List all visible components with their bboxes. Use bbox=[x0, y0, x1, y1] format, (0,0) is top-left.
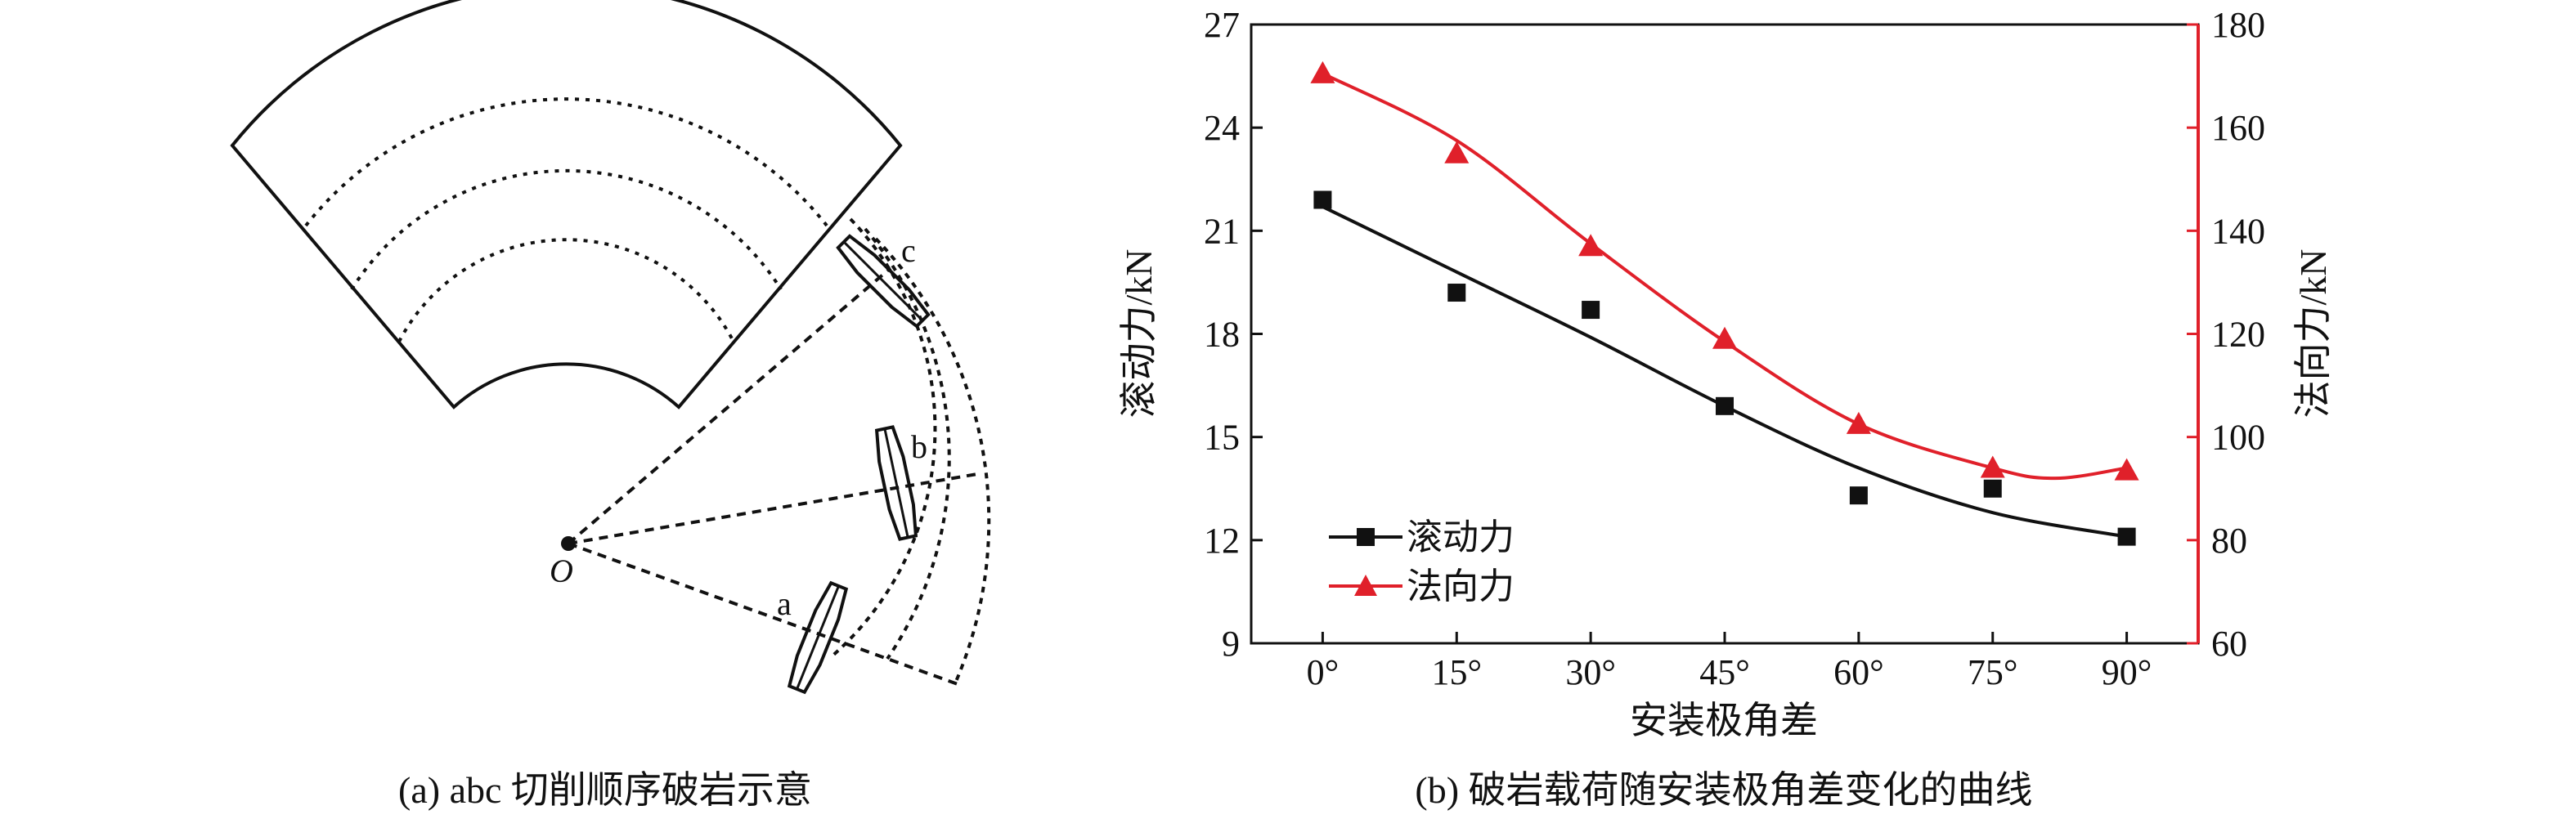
data-point-square bbox=[1849, 486, 1868, 505]
data-point-triangle bbox=[1310, 60, 1335, 83]
x-tick-label: 0° bbox=[1307, 652, 1340, 692]
disc-cutter-c bbox=[836, 234, 931, 329]
data-point-triangle bbox=[2114, 458, 2139, 481]
legend: 滚动力 法向力 bbox=[1329, 517, 1515, 606]
series-layer bbox=[1310, 60, 2139, 546]
right-tick-label: 140 bbox=[2211, 211, 2265, 251]
sector-outline bbox=[230, 0, 903, 410]
legend-label-normal: 法向力 bbox=[1407, 566, 1515, 606]
right-axis-ticks: 60 80 100 120 140 160 180 bbox=[2187, 5, 2265, 664]
data-point-square bbox=[1983, 479, 2002, 498]
series-normal-force bbox=[1310, 60, 2139, 481]
left-tick-label: 9 bbox=[1222, 624, 1240, 664]
disc-cutter-a bbox=[787, 580, 849, 695]
panel-b-caption: (b) 破岩载荷随安装极角差变化的曲线 bbox=[1415, 769, 2032, 811]
data-point-triangle bbox=[1846, 411, 1871, 434]
cutting-track-b bbox=[864, 227, 951, 660]
data-point-square bbox=[1716, 396, 1734, 415]
right-tick-label: 120 bbox=[2211, 315, 2265, 355]
center-point bbox=[561, 536, 576, 551]
center-label: O bbox=[550, 553, 573, 589]
panel-b-chart: 9 12 15 18 21 24 27 60 80 100 120 140 160 180 0° 15° 3… bbox=[1118, 5, 2334, 741]
x-tick-label: 60° bbox=[1833, 652, 1884, 692]
x-axis-label: 安装极角差 bbox=[1630, 700, 1818, 741]
x-tick-label: 45° bbox=[1699, 652, 1750, 692]
x-tick-label: 30° bbox=[1565, 652, 1616, 692]
data-point-triangle bbox=[1712, 326, 1737, 349]
ray-to-c bbox=[567, 266, 892, 545]
legend-label-rolling: 滚动力 bbox=[1407, 517, 1515, 557]
left-tick-label: 12 bbox=[1204, 521, 1240, 561]
x-axis-ticks: 0° 15° 30° 45° 60° 75° 90° bbox=[1307, 632, 2152, 692]
series-rolling-force bbox=[1313, 190, 2136, 546]
data-point-square bbox=[1313, 190, 1332, 209]
right-tick-label: 60 bbox=[2211, 624, 2247, 664]
right-tick-label: 80 bbox=[2211, 521, 2247, 561]
left-tick-label: 21 bbox=[1204, 211, 1240, 251]
legend-marker-normal bbox=[1354, 575, 1377, 596]
x-tick-label: 75° bbox=[1968, 652, 2018, 692]
sector-arc-3 bbox=[397, 238, 735, 342]
series-fit-line bbox=[1322, 72, 2127, 481]
legend-marker-rolling bbox=[1357, 528, 1375, 546]
data-point-square bbox=[1447, 284, 1466, 302]
right-axis-label: 法向力/kN bbox=[2292, 249, 2334, 418]
x-tick-label: 15° bbox=[1431, 652, 1482, 692]
cutter-label-c: c bbox=[901, 232, 916, 269]
left-tick-label: 15 bbox=[1204, 418, 1240, 458]
data-point-triangle bbox=[1578, 234, 1604, 257]
left-tick-label: 18 bbox=[1204, 315, 1240, 355]
left-tick-label: 27 bbox=[1204, 5, 1240, 45]
x-tick-label: 90° bbox=[2102, 652, 2152, 692]
right-tick-label: 100 bbox=[2211, 418, 2265, 458]
ray-to-a bbox=[568, 542, 958, 686]
cutting-track-c bbox=[874, 237, 991, 684]
cutter-label-a: a bbox=[777, 585, 792, 622]
series-fit-line bbox=[1322, 205, 2127, 539]
cutting-track-a bbox=[829, 217, 937, 659]
data-point-square bbox=[2117, 527, 2136, 546]
panel-a-diagram bbox=[230, 0, 991, 695]
cutter-label-b: b bbox=[911, 428, 927, 465]
data-point-square bbox=[1582, 301, 1600, 320]
left-axis-ticks: 9 12 15 18 21 24 27 bbox=[1204, 5, 1263, 664]
data-point-triangle bbox=[1444, 141, 1470, 163]
panel-a-caption: (a) abc 切削顺序破岩示意 bbox=[398, 769, 812, 811]
right-tick-label: 180 bbox=[2211, 5, 2265, 45]
disc-cutter-b bbox=[874, 425, 918, 541]
left-tick-label: 24 bbox=[1204, 108, 1240, 148]
sector-arc-2 bbox=[350, 168, 783, 291]
right-tick-label: 160 bbox=[2211, 108, 2265, 148]
data-point-triangle bbox=[1980, 455, 2005, 478]
left-axis-label: 滚动力/kN bbox=[1118, 249, 1160, 418]
sector-arc-1 bbox=[304, 97, 828, 227]
